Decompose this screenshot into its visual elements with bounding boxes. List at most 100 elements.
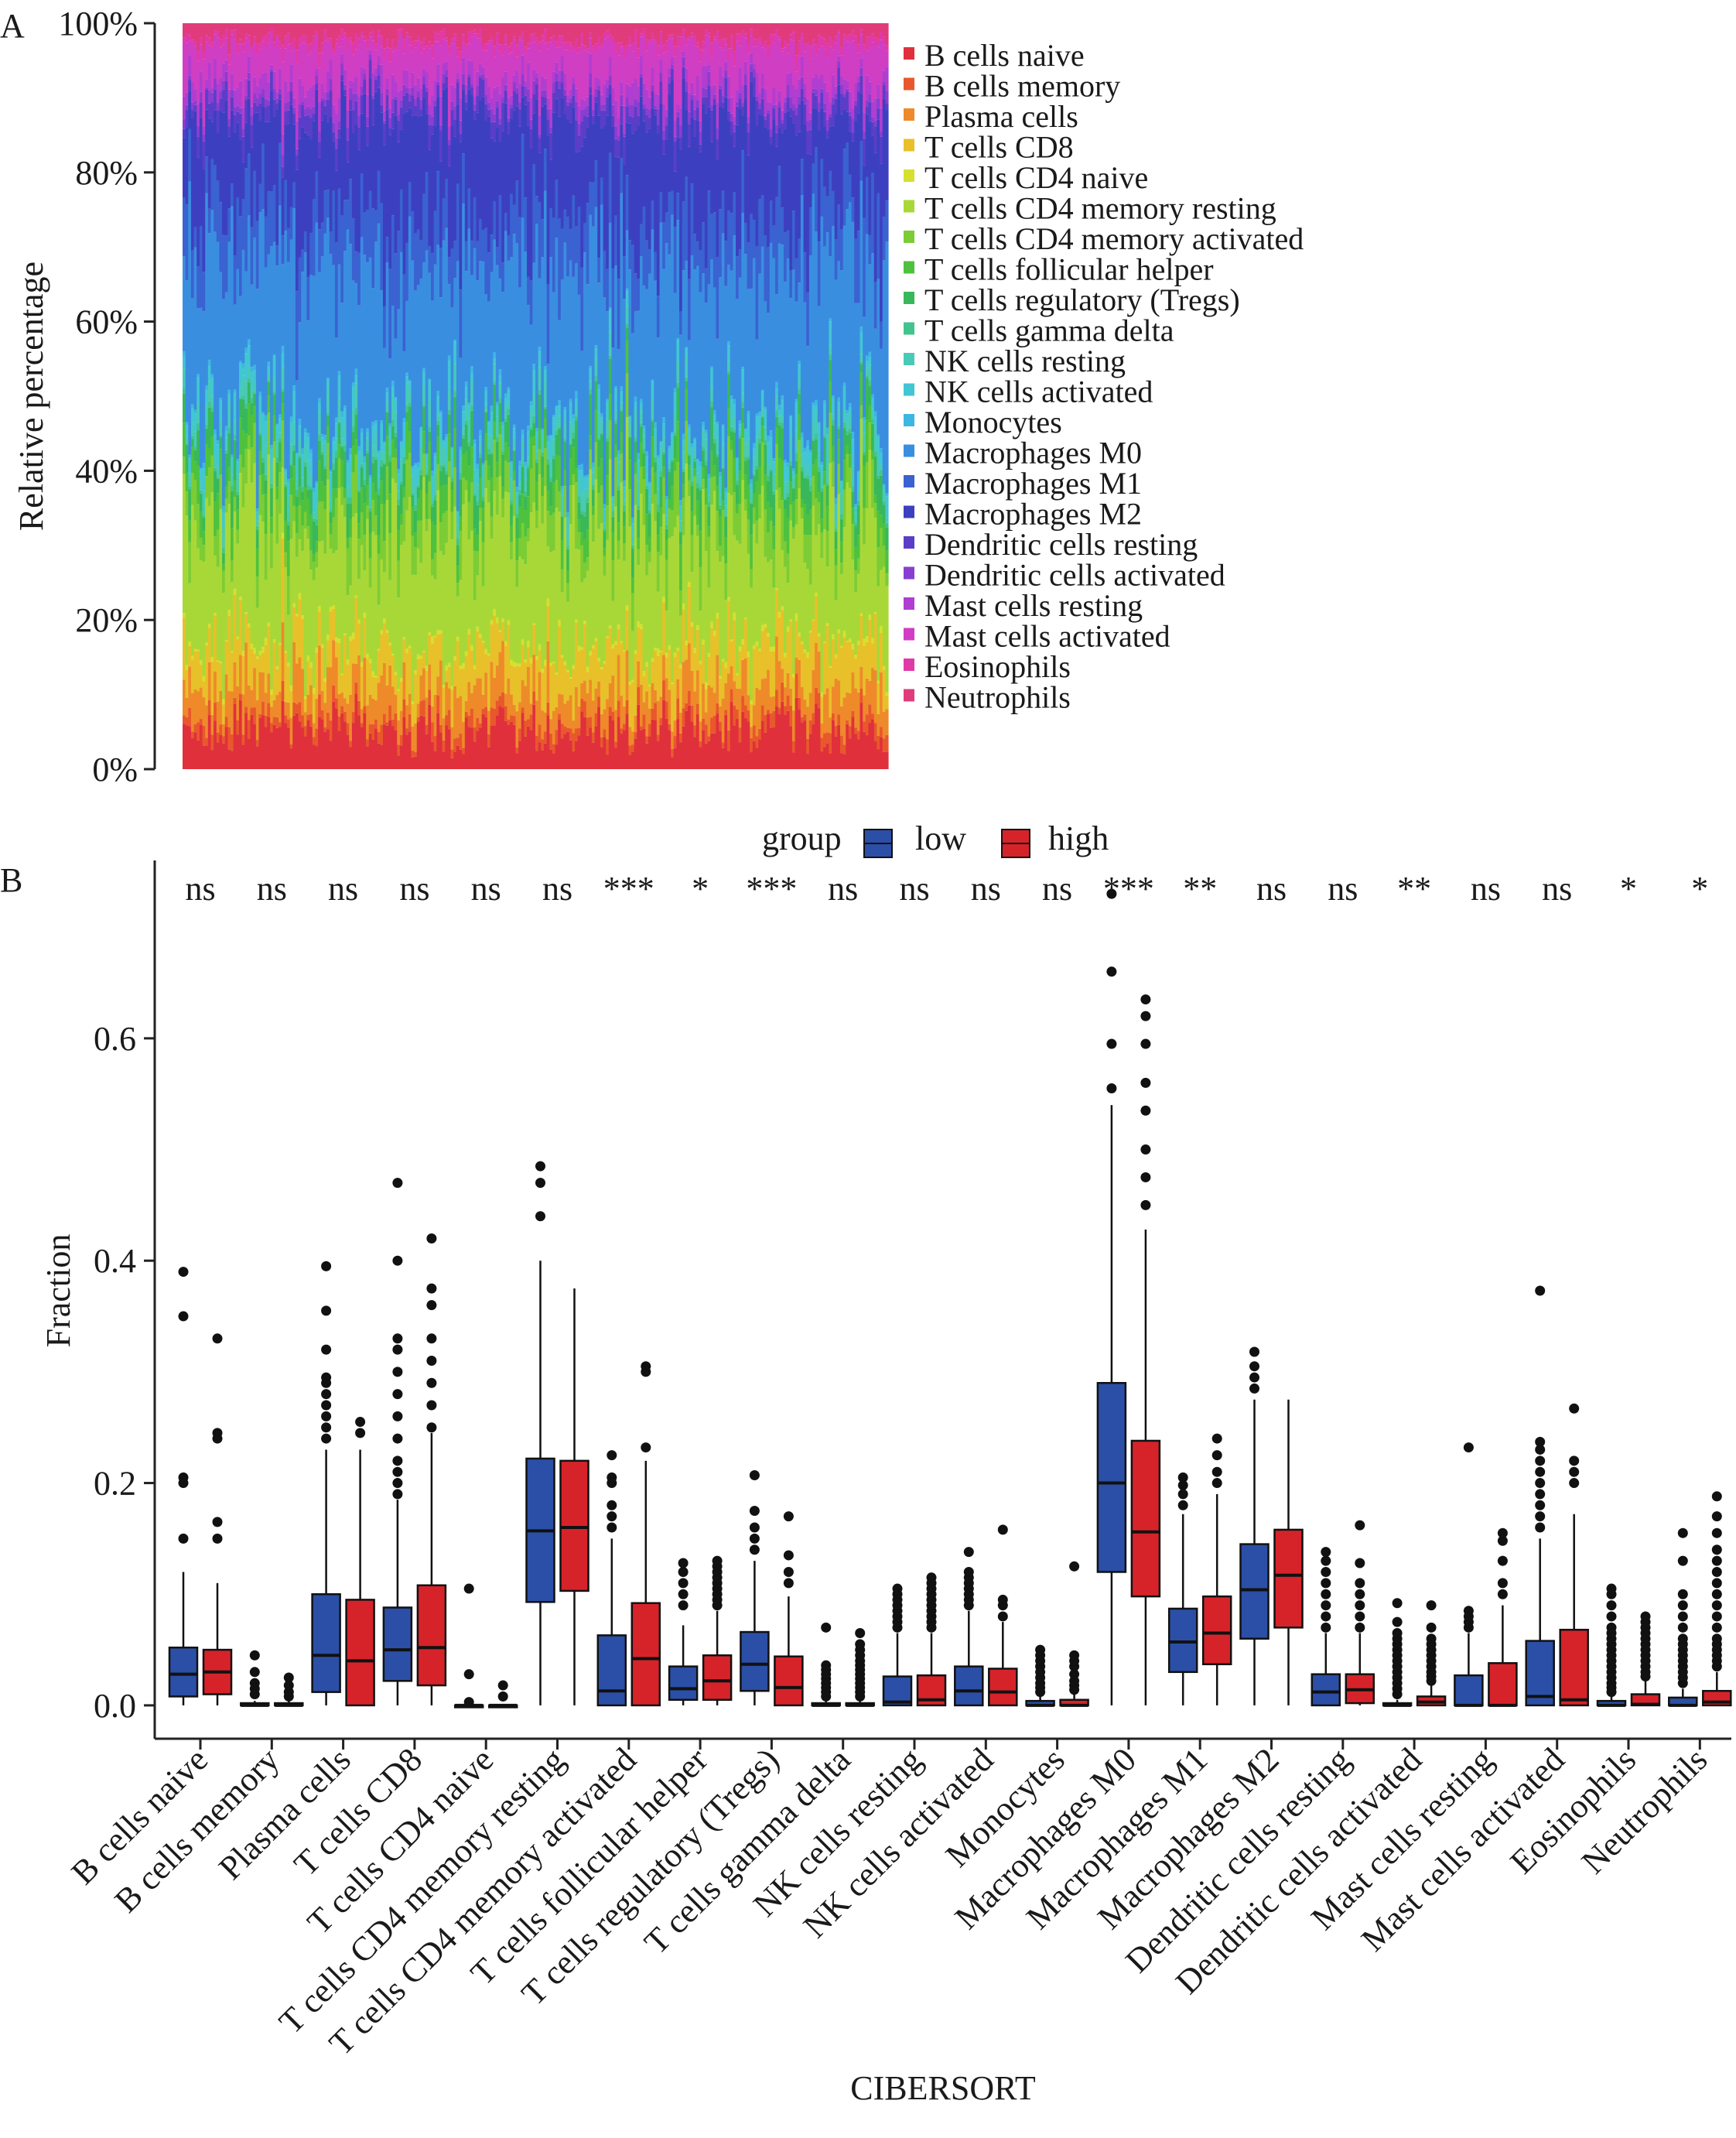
area-segment	[651, 200, 654, 230]
area-segment	[224, 71, 228, 81]
area-segment	[529, 658, 533, 664]
area-segment	[679, 668, 683, 713]
area-segment	[236, 269, 240, 460]
area-segment	[665, 125, 669, 139]
area-segment	[755, 413, 759, 417]
area-segment	[202, 52, 206, 60]
area-segment	[185, 33, 189, 43]
area-segment	[549, 552, 553, 663]
area-segment	[247, 449, 251, 624]
area-segment	[233, 389, 237, 393]
area-segment	[769, 469, 774, 472]
area-segment	[343, 405, 347, 409]
area-segment	[512, 39, 517, 76]
area-segment	[775, 35, 779, 104]
area-segment	[597, 384, 601, 389]
area-segment	[730, 665, 733, 689]
area-segment	[521, 707, 525, 713]
area-segment	[450, 749, 454, 758]
area-segment	[524, 104, 528, 198]
area-segment	[298, 487, 302, 506]
area-segment	[671, 683, 675, 732]
area-segment	[594, 96, 598, 103]
area-segment	[738, 436, 742, 439]
area-segment	[270, 723, 274, 733]
area-segment	[318, 142, 322, 158]
area-segment	[323, 731, 327, 769]
area-segment	[183, 256, 186, 352]
area-segment	[476, 469, 480, 485]
area-segment	[199, 511, 203, 539]
area-segment	[253, 94, 257, 103]
area-segment	[535, 462, 539, 482]
area-segment	[216, 102, 220, 111]
area-segment	[772, 491, 776, 494]
area-segment	[329, 472, 333, 495]
area-segment	[411, 506, 415, 536]
area-segment	[654, 457, 658, 463]
area-segment	[354, 49, 358, 77]
area-segment	[431, 253, 435, 301]
area-segment	[450, 686, 454, 691]
area-segment	[724, 505, 728, 515]
area-segment	[231, 651, 234, 653]
area-segment	[707, 652, 711, 657]
area-segment	[682, 452, 685, 470]
area-segment	[569, 422, 573, 443]
area-segment	[207, 366, 212, 381]
area-segment	[676, 111, 680, 118]
area-segment	[495, 700, 500, 716]
area-segment	[594, 479, 598, 638]
area-segment	[764, 556, 767, 624]
area-segment	[527, 426, 531, 432]
area-segment	[306, 320, 310, 433]
area-segment	[431, 722, 435, 742]
area-segment	[524, 496, 528, 511]
area-segment	[690, 443, 694, 448]
area-segment	[428, 125, 432, 150]
area-segment	[329, 470, 333, 473]
area-segment	[210, 436, 214, 456]
area-segment	[222, 505, 226, 511]
area-segment	[241, 651, 245, 656]
area-segment	[798, 282, 801, 361]
area-segment	[529, 437, 533, 469]
area-segment	[493, 440, 497, 491]
area-segment	[196, 429, 200, 467]
area-segment	[442, 684, 446, 688]
area-segment	[315, 222, 319, 481]
area-segment	[185, 435, 189, 443]
area-segment	[786, 492, 790, 497]
area-segment	[775, 410, 779, 417]
area-segment	[594, 345, 598, 349]
area-segment	[741, 402, 745, 408]
area-segment	[292, 38, 296, 47]
area-segment	[693, 46, 697, 95]
area-segment	[190, 110, 195, 119]
area-segment	[289, 748, 293, 769]
area-segment	[214, 501, 217, 537]
area-segment	[447, 409, 452, 415]
area-segment	[515, 665, 519, 712]
area-segment	[668, 689, 672, 724]
area-segment	[479, 638, 483, 679]
area-segment	[391, 215, 395, 306]
area-segment	[484, 77, 488, 95]
area-segment	[623, 133, 627, 137]
area-segment	[481, 74, 485, 80]
area-segment	[575, 728, 579, 741]
area-segment	[806, 131, 810, 154]
area-segment	[501, 44, 505, 56]
area-segment	[614, 125, 618, 139]
area-segment	[493, 615, 497, 678]
area-segment	[808, 207, 813, 256]
area-segment	[591, 46, 596, 50]
area-segment	[318, 434, 322, 441]
area-segment	[758, 438, 762, 443]
area-segment	[346, 703, 350, 723]
area-segment	[456, 745, 460, 769]
area-segment	[671, 190, 675, 215]
area-segment	[281, 134, 285, 156]
area-segment	[815, 535, 818, 593]
area-segment	[470, 23, 474, 32]
